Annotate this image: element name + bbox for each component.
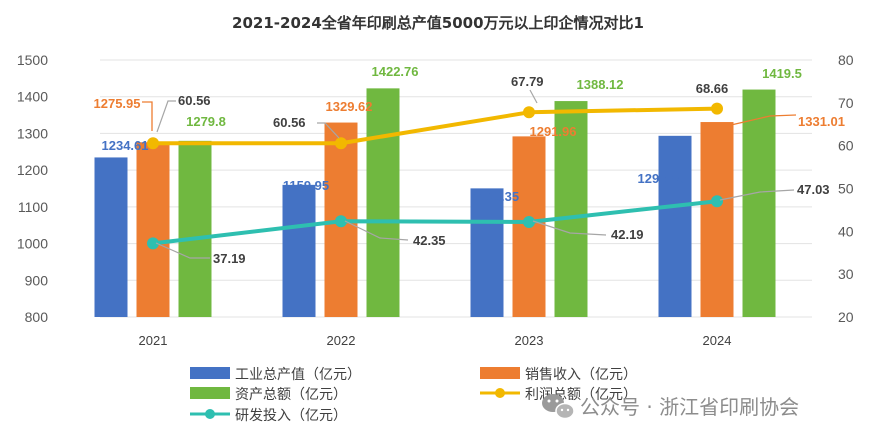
left-tick-label: 1500	[17, 52, 48, 68]
bar-2-2023	[554, 101, 588, 317]
legend-marker	[495, 388, 505, 398]
right-tick-label: 50	[838, 181, 854, 197]
left-tick-label: 900	[25, 272, 49, 288]
line-point-3-0	[147, 137, 159, 150]
left-tick-label: 1000	[17, 236, 48, 252]
left-tick-label: 1100	[18, 199, 48, 215]
data-label: 42.35	[413, 233, 446, 248]
line-4	[152, 199, 718, 246]
bar-1-2024	[700, 122, 734, 317]
legend-label: 销售收入（亿元）	[525, 367, 637, 383]
data-label: 47.03	[797, 182, 830, 197]
leader-line	[156, 100, 176, 133]
data-label: 1419.5	[762, 66, 802, 81]
leader-line	[142, 101, 153, 131]
watermark-text: 公众号 · 浙江省印刷协会	[580, 395, 799, 419]
data-label: 1159.95	[283, 178, 329, 193]
line-point-4-2	[523, 215, 535, 228]
right-tick-label: 80	[838, 52, 854, 68]
data-label: 60.56	[273, 115, 306, 130]
bar-0-2024	[658, 135, 692, 317]
watermark: 公众号 · 浙江省印刷协会	[542, 394, 799, 420]
legend-label: 研发投入（亿元）	[235, 408, 347, 424]
gridlines	[100, 59, 812, 318]
x-tick-label: 2024	[703, 333, 732, 348]
chart-title: 2021-2024全省年印刷总产值5000万元以上印企情况对比1	[232, 14, 644, 32]
bar-0-2021	[94, 157, 128, 317]
data-label: 1422.76	[372, 64, 419, 79]
wechat-icon	[542, 394, 575, 420]
data-label: 1388.12	[577, 77, 624, 92]
x-tick-label: 2023	[515, 333, 544, 348]
line-3	[153, 106, 718, 146]
x-tick-label: 2021	[139, 333, 168, 348]
line-point-4-3	[711, 195, 723, 208]
legend-marker	[205, 409, 215, 419]
leader-line	[730, 114, 797, 126]
bar-0-2022	[282, 184, 316, 317]
leader-lines	[142, 89, 797, 259]
legend-swatch	[190, 367, 230, 379]
leader-line	[344, 220, 409, 241]
legend-swatch	[190, 387, 230, 399]
left-tick-label: 1400	[17, 89, 48, 105]
data-label: 1234.61	[102, 138, 149, 153]
bar-2-2022	[366, 88, 400, 317]
bar-0-2023	[470, 188, 504, 317]
right-tick-label: 30	[838, 266, 854, 282]
left-tick-label: 1300	[17, 125, 48, 141]
line-point-3-1	[335, 137, 347, 150]
bar-2-2021	[178, 140, 212, 317]
data-label: 42.19	[611, 227, 644, 242]
data-label: 60.56	[178, 93, 211, 108]
data-labels: 1234.61 1159.95 1150.35 1293.48 1275.95 1329.…	[94, 64, 846, 266]
x-tick-label: 2022	[327, 333, 356, 348]
leader-line	[532, 220, 607, 236]
legend-label: 工业总产值（亿元）	[235, 367, 361, 383]
data-label: 68.66	[696, 81, 729, 96]
bar-1-2021	[136, 142, 170, 317]
bar-2-2024	[742, 89, 776, 318]
right-tick-label: 60	[838, 138, 854, 154]
legend-label: 资产总额（亿元）	[235, 387, 347, 403]
right-tick-label: 40	[838, 223, 854, 239]
data-label: 1291.96	[530, 124, 577, 139]
line-point-4-0	[147, 237, 159, 250]
leader-line	[719, 189, 795, 201]
data-label: 1331.01	[798, 114, 845, 129]
data-label: 1329.62	[326, 99, 373, 114]
data-label: 37.19	[213, 251, 246, 266]
data-label: 1150.35	[473, 189, 519, 204]
line-point-3-2	[523, 106, 535, 119]
data-label: 67.79	[511, 74, 544, 89]
data-label: 1293.48	[638, 171, 685, 186]
x-axis-ticks: 2021 2022 2023 2024	[139, 333, 732, 348]
data-label: 1279.8	[186, 114, 226, 129]
right-tick-label: 70	[838, 95, 854, 111]
data-label: 1275.95	[94, 96, 141, 111]
lines	[147, 102, 723, 250]
legend: 工业总产值（亿元） 销售收入（亿元）资产总额（亿元） 利润总额（亿元）研发投入（亿元…	[190, 367, 637, 424]
leader-line	[155, 242, 210, 259]
right-axis-ticks: 20 30 40 50 60 70 80	[838, 52, 854, 325]
left-axis-ticks: 800 900 1000 1100 1200 1300 1400 1500	[17, 52, 48, 325]
legend-swatch	[480, 367, 520, 379]
right-tick-label: 20	[838, 309, 854, 325]
left-tick-label: 800	[25, 309, 49, 325]
line-point-3-3	[711, 102, 723, 115]
leader-line	[317, 122, 340, 139]
leader-line	[529, 89, 538, 104]
line-point-4-1	[335, 215, 347, 228]
left-tick-label: 1200	[17, 162, 48, 178]
